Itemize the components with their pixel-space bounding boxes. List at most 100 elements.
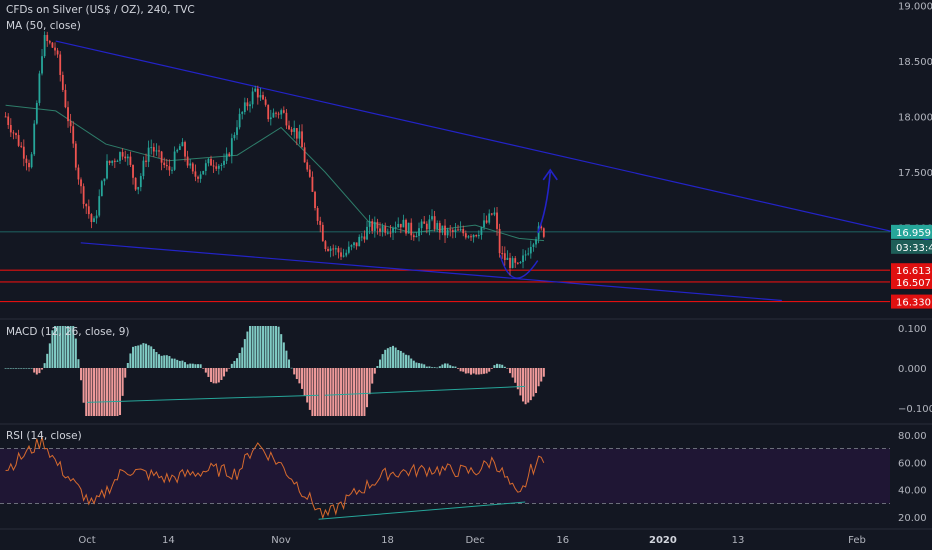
- ma-label: MA (50, close): [6, 20, 81, 32]
- macd-bar: [139, 344, 142, 368]
- rsi-band: [0, 448, 890, 504]
- macd-bar: [243, 339, 246, 368]
- macd-bar: [332, 368, 335, 416]
- macd-tick: 0.000: [898, 364, 927, 375]
- candle-body: [436, 223, 439, 230]
- macd-bar: [158, 354, 161, 368]
- candle-body: [262, 95, 264, 100]
- candle-body: [43, 34, 46, 57]
- macd-bar: [420, 363, 423, 368]
- candle-body: [20, 145, 23, 147]
- drawings: [86, 168, 558, 520]
- macd-bar: [501, 364, 504, 368]
- candle-body: [236, 127, 238, 135]
- macd-bar: [38, 368, 41, 374]
- candle-body: [7, 116, 10, 126]
- macd-bar: [233, 360, 236, 368]
- candle-body: [524, 254, 527, 256]
- macd-bar: [15, 368, 18, 369]
- macd-bar: [319, 368, 322, 416]
- candle-body: [314, 191, 316, 209]
- macd-bar: [155, 352, 158, 368]
- candle-body: [103, 178, 106, 182]
- macd-bar: [475, 368, 478, 375]
- time-tick: Feb: [848, 535, 866, 546]
- candle-body: [249, 104, 251, 107]
- candle-body: [506, 257, 509, 260]
- candle-body: [142, 160, 145, 177]
- macd-bar: [384, 349, 387, 368]
- candles[interactable]: [4, 31, 545, 276]
- macd-bar: [163, 355, 166, 368]
- macd-bar: [259, 326, 262, 368]
- grid: [0, 318, 932, 530]
- macd-bar: [285, 350, 288, 368]
- macd-bar: [509, 368, 512, 374]
- macd-bar: [329, 368, 332, 416]
- macd-bar: [472, 368, 475, 374]
- macd-legend: MACD (12, 26, close, 9): [6, 326, 129, 338]
- macd-bar: [228, 368, 231, 369]
- macd-bar: [535, 368, 538, 394]
- macd-bar: [340, 368, 343, 416]
- macd-bar: [85, 368, 88, 416]
- macd-bar: [100, 368, 103, 416]
- candle-body: [17, 135, 20, 146]
- candle-body: [464, 233, 467, 238]
- candle-body: [155, 150, 158, 152]
- candle-body: [173, 151, 176, 170]
- candle-body: [319, 220, 322, 225]
- current-price-tag-box: [891, 224, 932, 239]
- candle-body: [454, 229, 457, 233]
- trendlines: [55, 40, 932, 302]
- candle-body: [532, 244, 535, 247]
- macd-bar: [72, 326, 75, 368]
- candle-body: [152, 147, 155, 152]
- candle-body: [25, 158, 28, 163]
- candle-body: [119, 152, 121, 161]
- chart-title: CFDs on Silver (US$ / OZ), 240, TVC: [6, 4, 195, 16]
- candle-body: [191, 163, 194, 172]
- macd-bar: [225, 368, 228, 372]
- macd-bar: [43, 363, 46, 368]
- macd-bar: [48, 343, 51, 368]
- time-tick: 18: [381, 535, 394, 546]
- candle-body: [477, 234, 480, 237]
- candle-body: [228, 153, 231, 156]
- candle-body: [9, 125, 12, 133]
- time-tick: 13: [732, 535, 745, 546]
- macd-bar: [223, 368, 226, 377]
- macd-bar: [46, 353, 49, 368]
- macd-bar: [496, 363, 499, 368]
- macd-bar: [425, 366, 428, 368]
- candle-body: [186, 156, 189, 166]
- macd-bar: [20, 368, 23, 369]
- candle-body: [38, 73, 41, 103]
- macd-bar: [444, 363, 447, 368]
- macd-bar: [282, 342, 285, 368]
- candle-body: [197, 176, 199, 179]
- candle-body: [95, 215, 98, 219]
- upper-trendline: [55, 40, 932, 242]
- candle-body: [540, 226, 543, 229]
- macd-bar: [511, 368, 514, 378]
- candle-body: [77, 167, 80, 180]
- candle-body: [158, 150, 160, 152]
- candle-body: [425, 223, 428, 230]
- candle-body: [199, 174, 202, 179]
- candle-body: [431, 216, 433, 220]
- rsi-legend: RSI (14, close): [6, 430, 82, 442]
- candle-body: [316, 208, 319, 221]
- macd-bar: [350, 368, 353, 416]
- candle-body: [407, 222, 410, 234]
- candle-body: [82, 186, 85, 204]
- candle-body: [30, 154, 33, 168]
- macd-bar: [540, 368, 543, 382]
- candle-body: [402, 219, 405, 228]
- candle-body: [64, 89, 67, 108]
- candle-body: [230, 138, 233, 156]
- macd-bar: [82, 368, 85, 403]
- macd-bar: [191, 363, 194, 368]
- macd-bar: [119, 368, 122, 416]
